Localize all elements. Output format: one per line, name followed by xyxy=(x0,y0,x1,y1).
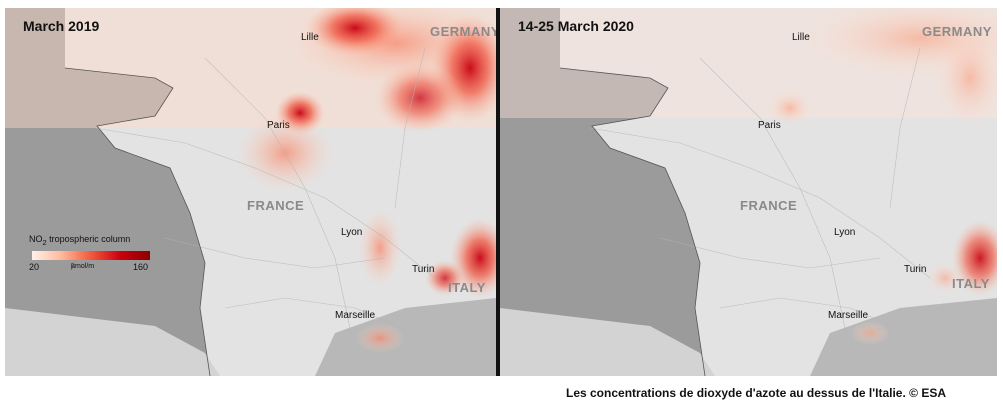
label-lyon: Lyon xyxy=(834,227,856,238)
label-marseille: Marseille xyxy=(828,310,869,321)
no2-legend: NO2 tropospheric column 20 µmol/m 2 160 xyxy=(29,234,169,274)
legend-unit-prefix: µmol/m xyxy=(71,262,95,270)
panel-divider xyxy=(496,8,500,376)
label-lille: Lille xyxy=(792,32,810,43)
image-caption: Les concentrations de dioxyde d'azote au… xyxy=(566,386,946,400)
label-turin: Turin xyxy=(904,264,927,275)
map-title: 14-25 March 2020 xyxy=(518,18,634,34)
no2-map-2020 xyxy=(500,8,997,376)
label-paris: Paris xyxy=(758,120,781,131)
legend-color-bar xyxy=(32,250,150,260)
legend-unit: µmol/m 2 xyxy=(71,262,94,272)
legend-title: NO2 tropospheric column xyxy=(29,234,169,247)
label-italy: ITALY xyxy=(952,276,990,291)
label-paris: Paris xyxy=(267,120,290,131)
label-germany: GERMANY xyxy=(922,24,992,39)
map-title: March 2019 xyxy=(23,18,100,34)
label-marseille: Marseille xyxy=(335,310,376,321)
label-lyon: Lyon xyxy=(341,227,363,238)
label-italy: ITALY xyxy=(448,280,486,295)
label-turin: Turin xyxy=(412,264,435,275)
label-france: FRANCE xyxy=(247,198,305,213)
map-panel-march-2020: 14-25 March 2020 Lille GERMANY Paris FRA… xyxy=(500,8,997,376)
legend-title-suffix: tropospheric column xyxy=(46,234,131,244)
legend-max: 160 xyxy=(133,261,149,272)
map-panel-march-2019: March 2019 Lille GERMANY Paris FRANCE Ly… xyxy=(5,8,496,376)
label-lille: Lille xyxy=(301,32,319,43)
legend-scale: 20 µmol/m 2 160 xyxy=(29,262,169,274)
label-france: FRANCE xyxy=(740,198,798,213)
label-germany: GERMANY xyxy=(430,24,496,39)
legend-min: 20 xyxy=(29,261,40,272)
legend-title-sub: 2 xyxy=(42,237,47,247)
legend-title-prefix: NO xyxy=(29,234,43,244)
no2-map-2019 xyxy=(5,8,496,376)
legend-unit-sup: 2 xyxy=(71,262,75,269)
